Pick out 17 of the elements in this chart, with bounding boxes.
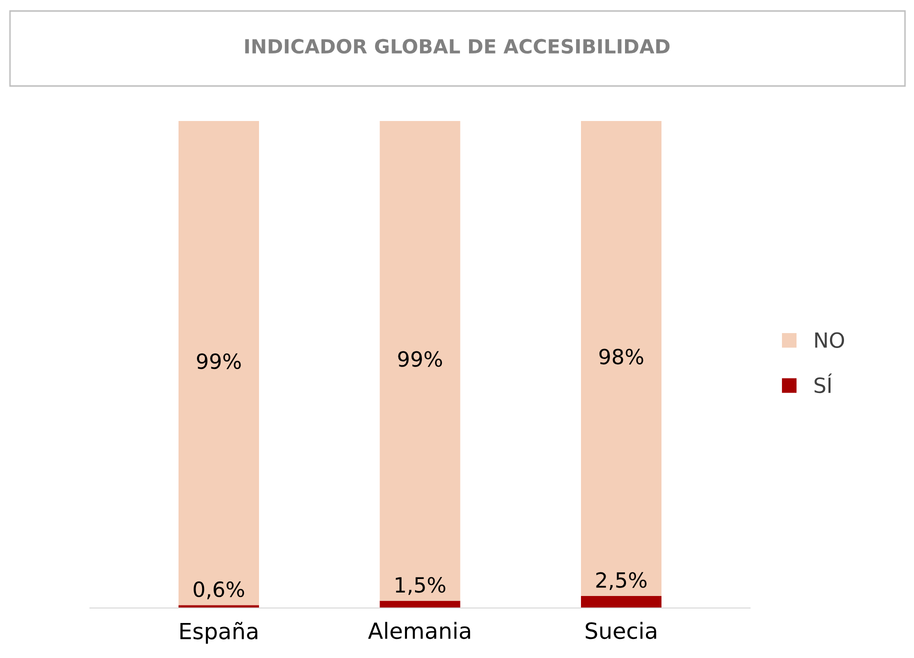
data-label: 2,5% <box>596 572 647 590</box>
x-tick-label: Alemania <box>368 622 470 640</box>
data-label: 99% <box>398 351 442 367</box>
chart-title: INDICADOR GLOBAL DE ACCESIBILIDAD <box>245 38 670 54</box>
bar <box>580 596 662 608</box>
bar <box>380 121 460 601</box>
x-tick-label: España <box>180 622 258 644</box>
legend-label: SÍ <box>814 374 832 394</box>
data-label: 99% <box>196 353 241 370</box>
data-label: 1,5% <box>396 577 446 595</box>
bar <box>580 121 662 596</box>
x-tick-label: Suecia <box>586 622 656 640</box>
legend-label: NO <box>815 332 844 348</box>
bar <box>178 121 260 606</box>
data-label: 98% <box>599 348 644 364</box>
data-label: 0,6% <box>194 581 244 600</box>
bar <box>380 600 460 608</box>
